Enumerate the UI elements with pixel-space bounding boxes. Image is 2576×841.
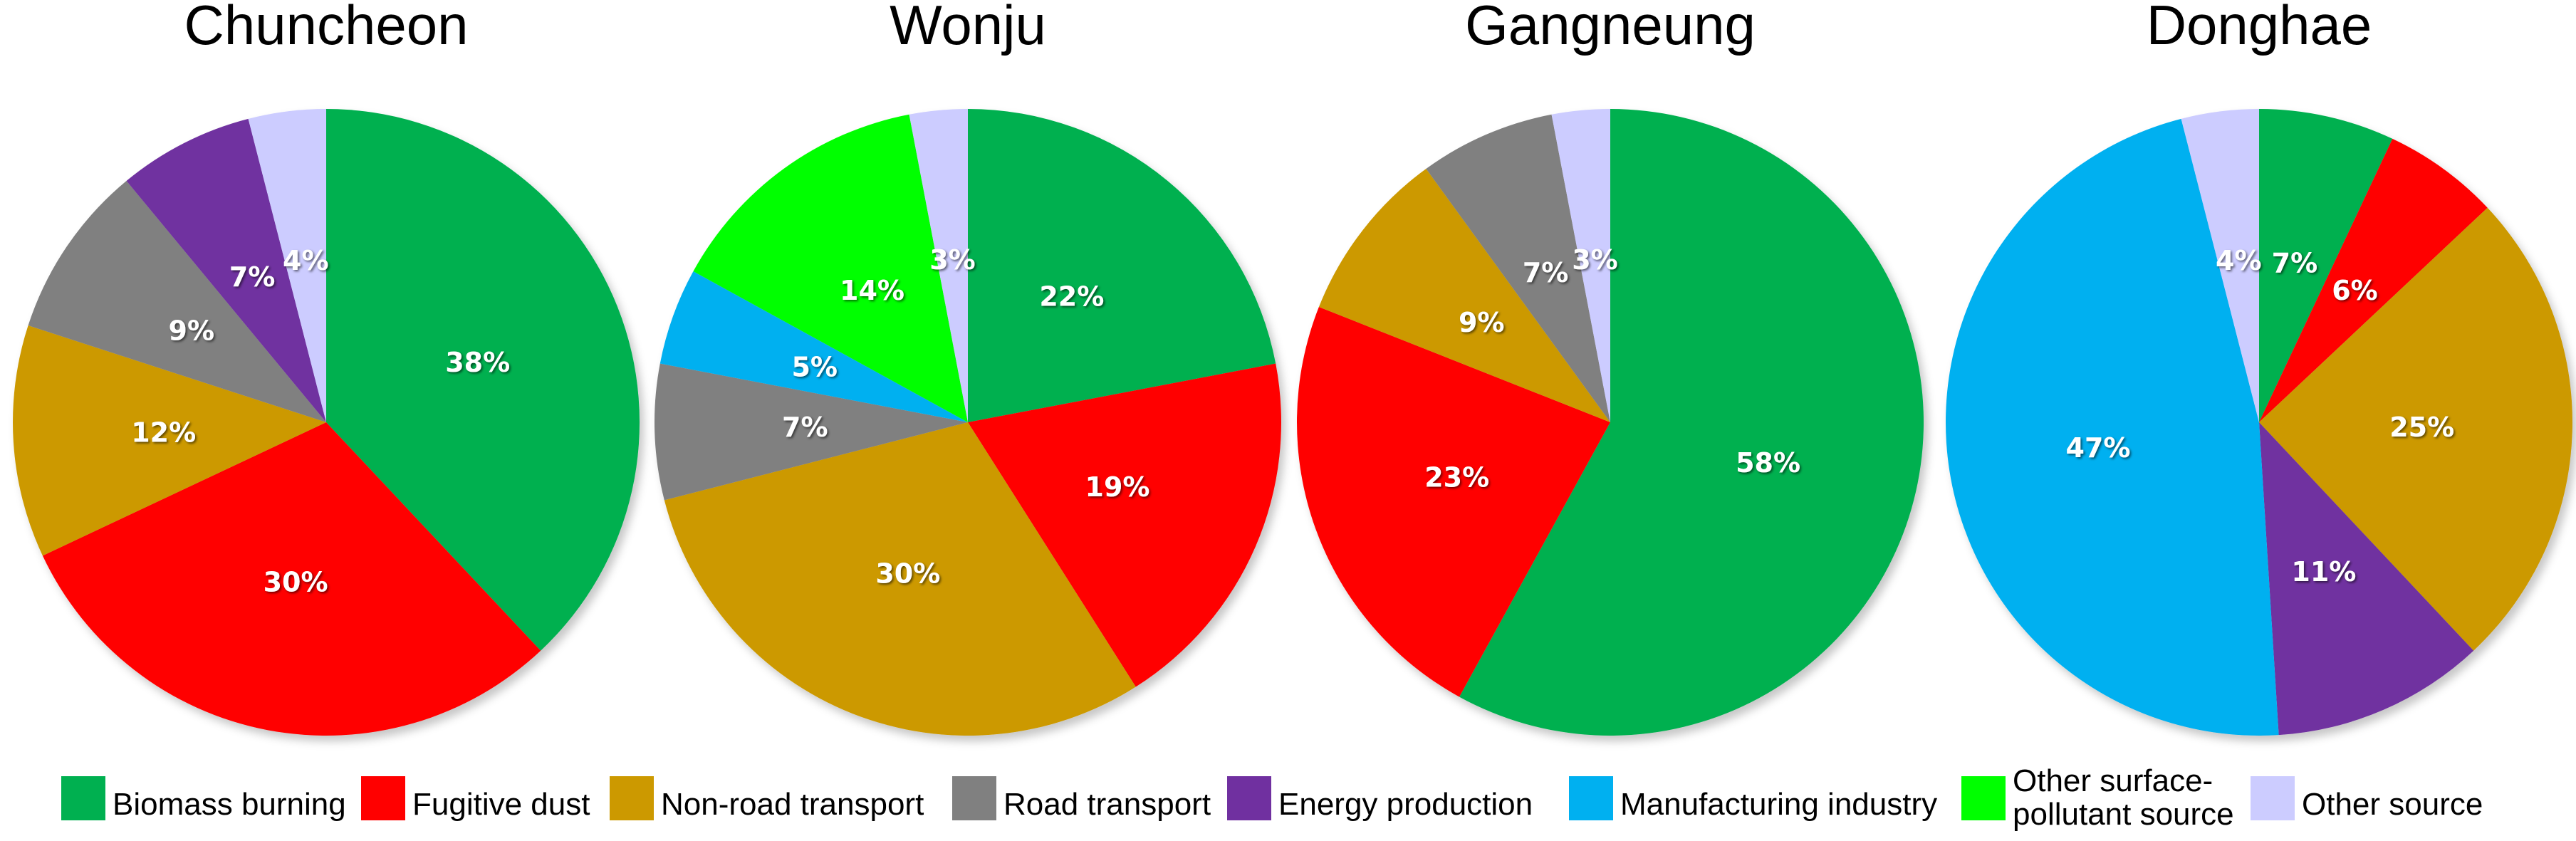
pie-slice-labels: 22% 19% 30% 7% 5% 14% 3% xyxy=(782,244,1149,590)
slice-label-non-road-transport: 25% xyxy=(2389,412,2454,443)
legend-item-road-transport: Road transport xyxy=(952,776,1211,822)
legend-item-biomass-burning: Biomass burning xyxy=(61,776,346,822)
pie-slice-other-source xyxy=(909,109,968,422)
legend-label-line: Other surface- xyxy=(2013,763,2213,798)
pie-slices xyxy=(654,109,1282,736)
pie-slice-labels: 7% 6% 25% 11% 47% 4% xyxy=(2066,245,2455,587)
legend-swatch xyxy=(610,776,654,820)
slice-label-manufacturing-industry: 5% xyxy=(791,352,838,383)
pie-slice-non-road-transport xyxy=(1318,169,1610,422)
pie-slice-biomass-burning xyxy=(326,109,640,651)
legend-label: Non-road transport xyxy=(661,787,924,822)
slice-label-other-source: 3% xyxy=(1572,244,1618,276)
legend-label: Biomass burning xyxy=(113,787,346,822)
pie-slice-other-source xyxy=(248,109,326,422)
pie-slice-other-source xyxy=(2181,109,2259,422)
pie-slices xyxy=(1945,109,2573,736)
slice-label-fugitive-dust: 30% xyxy=(264,567,328,598)
pie-slice-biomass-burning xyxy=(1459,109,1924,736)
legend-swatch xyxy=(361,776,405,820)
legend-label: Manufacturing industry xyxy=(1620,787,1937,822)
pie-slice-biomass-burning xyxy=(2259,109,2393,422)
legend-item-other-surface-pollutant-source: Other surface-pollutant source xyxy=(1961,763,2234,832)
slice-label-manufacturing-industry: 47% xyxy=(2066,432,2131,464)
slice-label-biomass-burning: 38% xyxy=(445,347,510,378)
pie-slice-energy-production xyxy=(126,118,326,422)
legend-swatch xyxy=(1569,776,1613,820)
pie-slice-non-road-transport xyxy=(2259,207,2573,651)
legend-label: Road transport xyxy=(1003,787,1211,822)
pie-gangneung: Gangneung 58% 23% 9% 7% 3% xyxy=(1297,0,1924,736)
slice-label-biomass-burning: 22% xyxy=(1039,281,1104,313)
slice-label-road-transport: 7% xyxy=(1523,257,1569,288)
slice-label-road-transport: 9% xyxy=(169,315,215,346)
legend-item-non-road-transport: Non-road transport xyxy=(610,776,924,822)
legend-swatch xyxy=(2251,776,2295,820)
pie-slice-labels: 58% 23% 9% 7% 3% xyxy=(1424,244,1800,493)
pie-slice-biomass-burning xyxy=(968,109,1276,422)
legend-item-energy-production: Energy production xyxy=(1227,776,1533,822)
pie-slice-road-transport xyxy=(1426,114,1610,423)
pie-slice-energy-production xyxy=(2259,422,2474,736)
slice-label-other-source: 3% xyxy=(929,244,976,276)
slice-label-non-road-transport: 30% xyxy=(875,558,940,590)
pie-slice-fugitive-dust xyxy=(42,422,541,736)
slice-label-road-transport: 7% xyxy=(782,412,828,443)
legend-item-manufacturing-industry: Manufacturing industry xyxy=(1569,776,1937,822)
slice-label-biomass-burning: 7% xyxy=(2272,248,2318,279)
pie-chuncheon: Chuncheon 38% 30% 12% 9% 7%4% xyxy=(13,0,640,736)
pie-charts: Chuncheon38%30%12%9%7%4%Wonju22%19%30%7%… xyxy=(13,0,2573,736)
pie-title: Gangneung xyxy=(1465,0,1756,56)
slice-label-non-road-transport: 12% xyxy=(131,417,196,448)
pie-slices xyxy=(1297,109,1924,736)
legend-label: Fugitive dust xyxy=(412,787,590,822)
pie-title: Wonju xyxy=(890,0,1046,56)
slice-label-energy-production: 7% xyxy=(229,261,276,293)
pie-title: Chuncheon xyxy=(184,0,469,56)
pie-title: Donghae xyxy=(2147,0,2372,56)
slice-label-other-surface-pollutant-source: 14% xyxy=(840,275,904,306)
legend-label: Other source xyxy=(2302,787,2483,822)
pie-slice-road-transport xyxy=(28,180,326,422)
legend-item-other-source: Other source xyxy=(2251,776,2483,822)
slice-label-other-source: 4% xyxy=(283,245,329,276)
pie-slice-fugitive-dust xyxy=(968,363,1282,687)
slice-label-other-source: 4% xyxy=(2216,245,2262,276)
slice-label-fugitive-dust: 6% xyxy=(2332,275,2378,306)
pie-slice-other-surface-pollutant-source xyxy=(693,114,968,423)
legend-item-fugitive-dust: Fugitive dust xyxy=(361,776,590,822)
slice-label-energy-production: 11% xyxy=(2291,556,2356,587)
slice-label-fugitive-dust: 19% xyxy=(1085,471,1150,503)
pie-slice-manufacturing-industry xyxy=(659,271,968,422)
legend-swatch xyxy=(1227,776,1271,820)
pie-donghae: Donghae 7% 6% 25% 11% 47% 4% xyxy=(1945,0,2573,736)
slice-label-biomass-burning: 58% xyxy=(1736,447,1800,479)
pie-slices xyxy=(13,109,640,736)
pie-slice-labels: 38% 30% 12% 9% 7%4% xyxy=(131,245,510,598)
slice-label-fugitive-dust: 23% xyxy=(1424,462,1489,493)
legend-label: Energy production xyxy=(1278,787,1533,822)
pie-slice-fugitive-dust xyxy=(1297,307,1610,697)
pie-slice-fugitive-dust xyxy=(2259,138,2488,422)
legend-swatch xyxy=(1961,776,2006,820)
pie-slice-road-transport xyxy=(654,363,968,501)
legend-label-line: pollutant source xyxy=(2013,797,2234,832)
legend: Biomass burning Fugitive dust Non-road tra… xyxy=(61,763,2483,832)
pie-slice-non-road-transport xyxy=(664,422,1136,736)
legend-swatch xyxy=(61,776,105,820)
pie-wonju: Wonju 22% 19% 30% 7% 5% 14% 3% xyxy=(654,0,1282,736)
pie-slice-manufacturing-industry xyxy=(1945,118,2279,736)
pie-slice-non-road-transport xyxy=(13,325,326,556)
slice-label-non-road-transport: 9% xyxy=(1459,307,1505,338)
legend-swatch xyxy=(952,776,996,820)
pie-slice-other-source xyxy=(1551,109,1610,422)
